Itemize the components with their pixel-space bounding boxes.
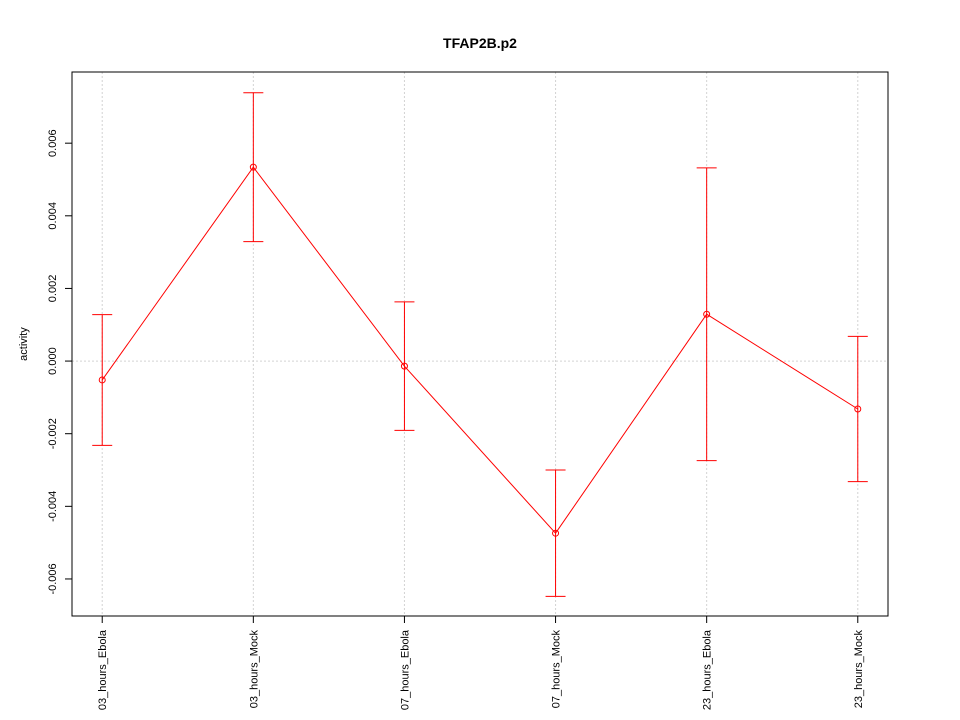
error-bar	[92, 314, 113, 446]
y-tick-label: -0.004	[47, 491, 59, 522]
point	[249, 163, 257, 171]
y-tick-label: -0.002	[47, 418, 59, 449]
x-tick-label: 07_hours_Ebola	[399, 629, 411, 710]
error-bar	[847, 335, 868, 483]
error-bar	[394, 301, 415, 431]
error-bar	[545, 469, 566, 597]
y-tick-label: -0.006	[47, 563, 59, 594]
point	[703, 310, 711, 318]
point	[98, 376, 106, 384]
point	[854, 405, 862, 413]
y-tick-label: 0.004	[47, 202, 59, 230]
error-bar	[243, 92, 264, 243]
chart-title: TFAP2B.p2	[443, 35, 517, 51]
point	[400, 362, 408, 370]
x-tick-label: 23_hours_Mock	[853, 630, 865, 709]
y-tick-label: 0.002	[47, 275, 59, 303]
point	[552, 529, 560, 537]
y-tick-label: 0.000	[47, 347, 59, 375]
y-tick-label: 0.006	[47, 129, 59, 157]
x-tick-label: 03_hours_Ebola	[97, 629, 109, 710]
error-bar	[696, 167, 717, 462]
x-tick-label: 23_hours_Ebola	[702, 629, 714, 710]
y-axis-label: activity	[18, 327, 30, 361]
x-tick-label: 03_hours_Mock	[248, 630, 260, 709]
plot-frame	[71, 71, 889, 617]
series-line	[101, 166, 859, 535]
x-tick-label: 07_hours_Mock	[551, 630, 563, 709]
